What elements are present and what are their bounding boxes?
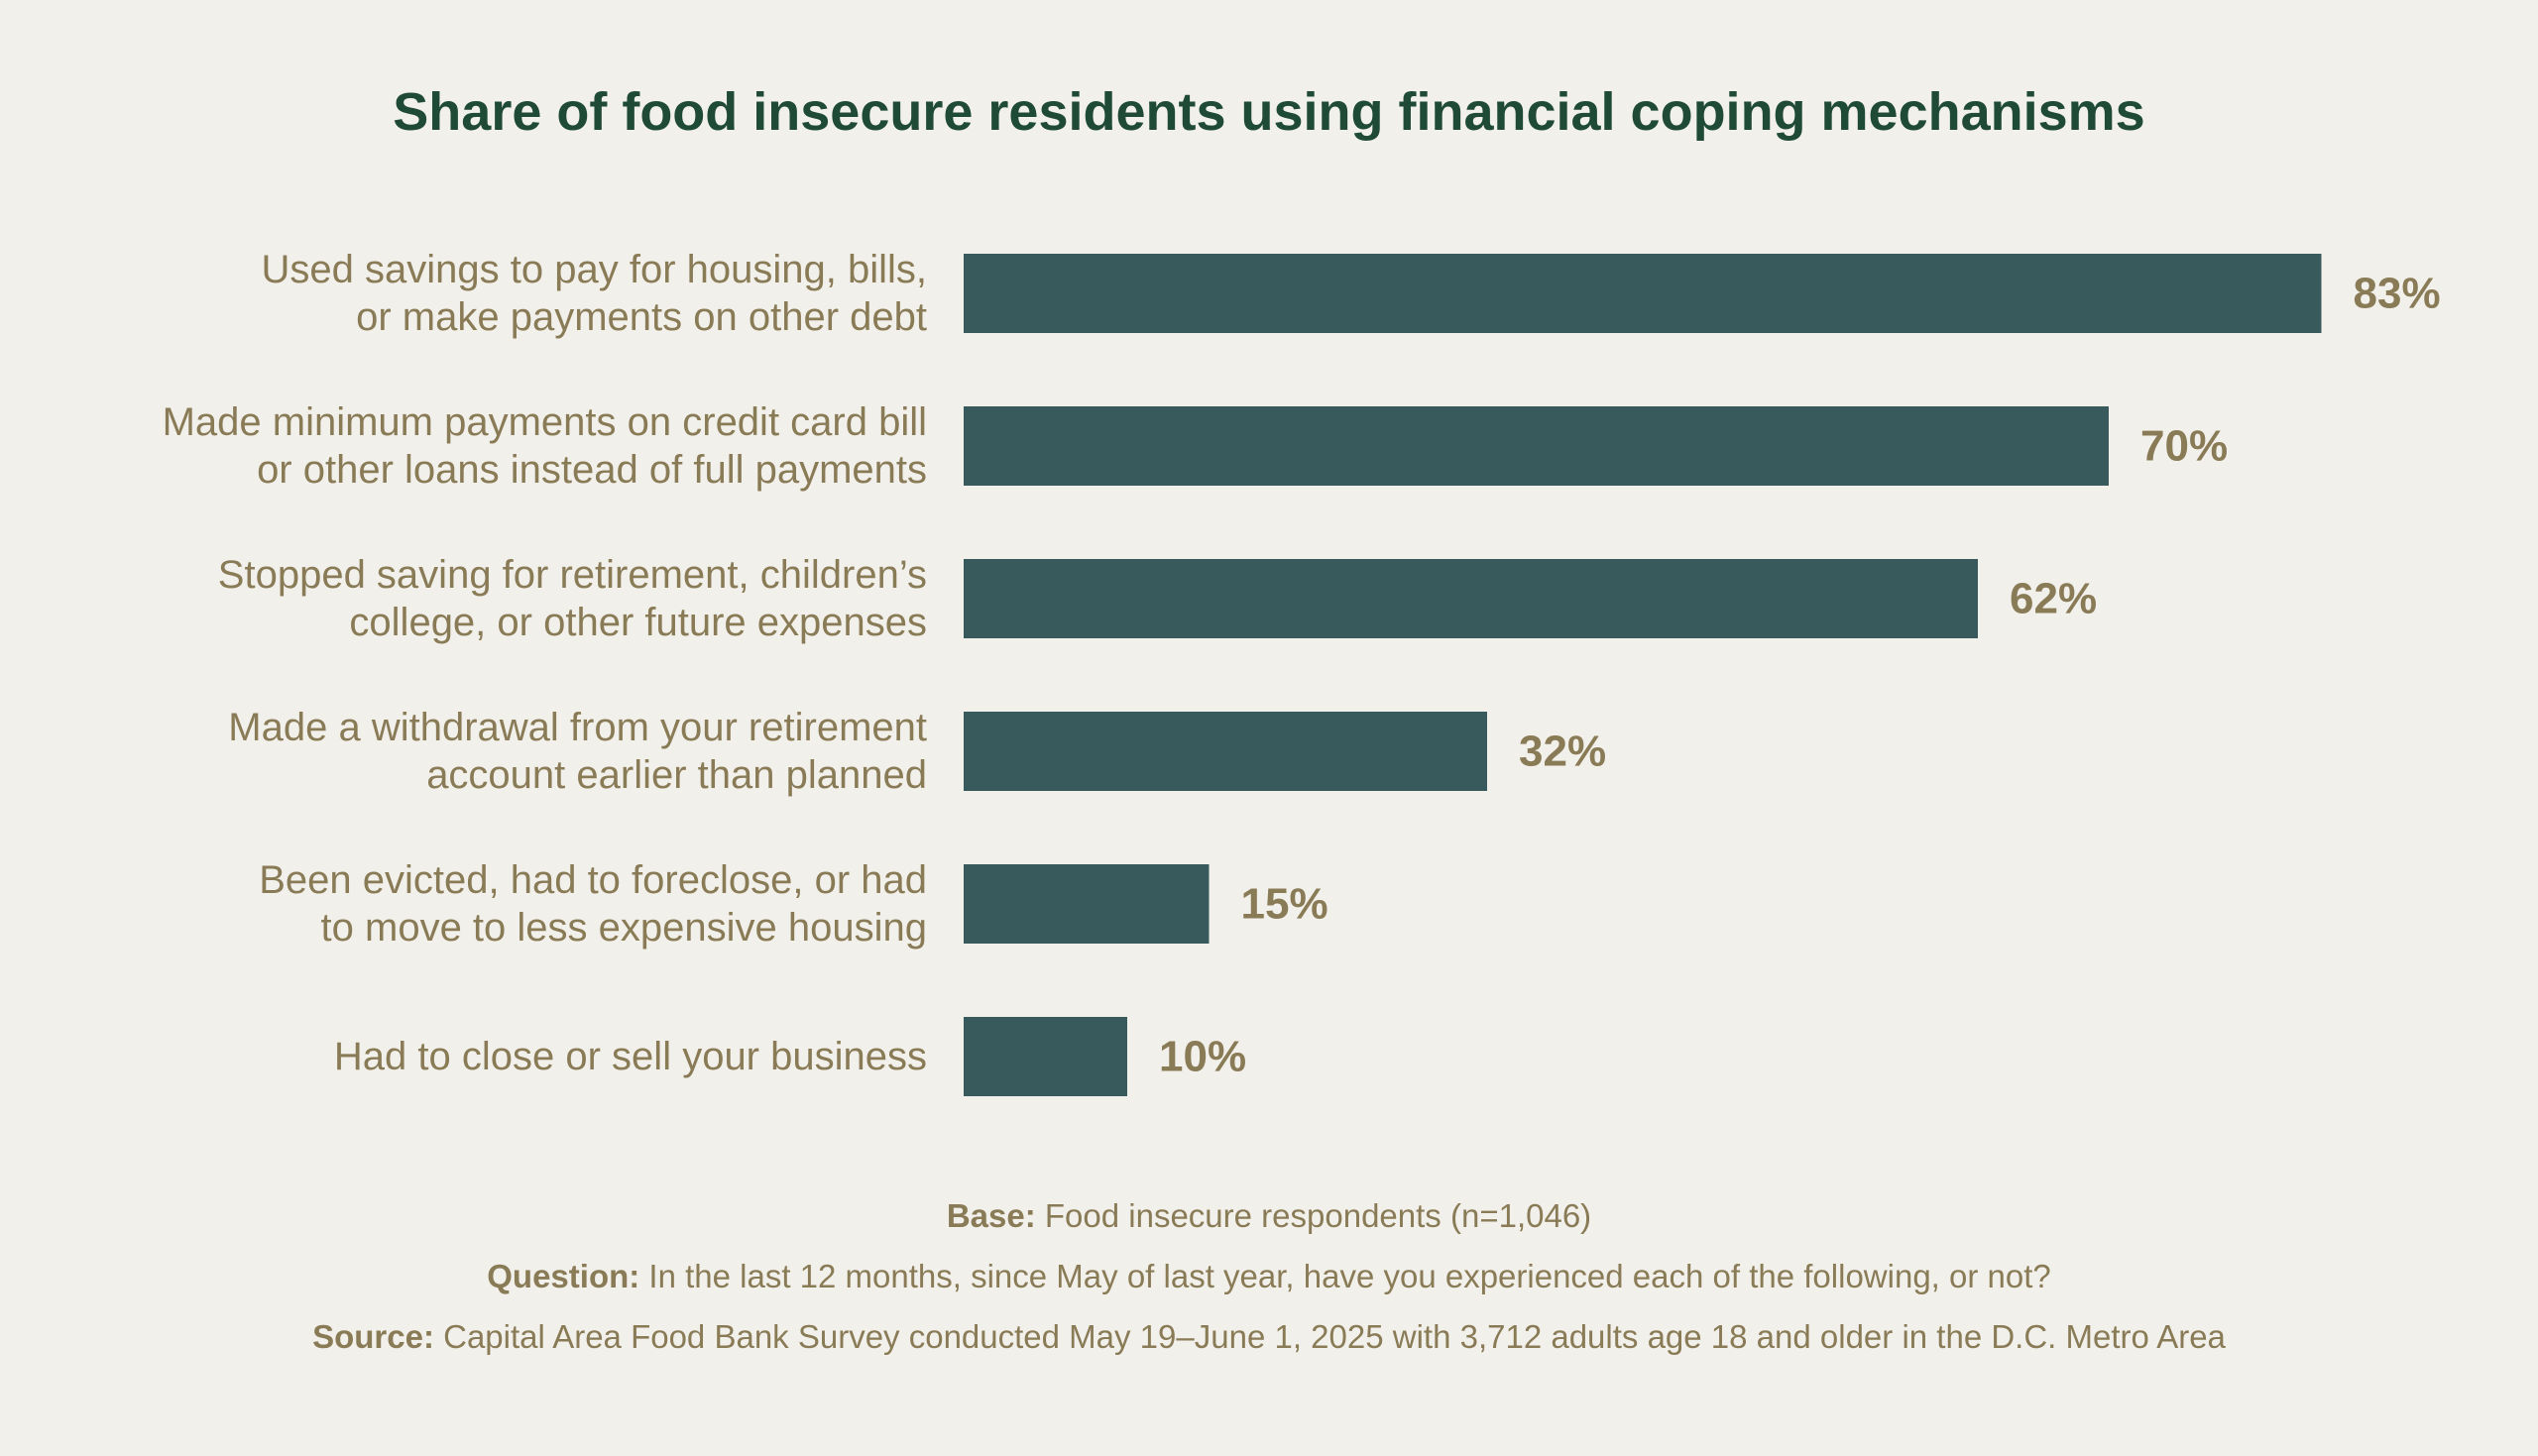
category-labels: Used savings to pay for housing, bills, o…: [163, 248, 927, 1078]
category-label-6: Had to close or sell your business: [334, 1035, 927, 1078]
bar-6: [964, 1017, 1127, 1096]
category-label-line: Had to close or sell your business: [334, 1035, 927, 1078]
value-label-5: 15%: [1241, 880, 1328, 929]
category-label-line: college, or other future expenses: [349, 601, 927, 644]
bar-chart: Used savings to pay for housing, bills, o…: [163, 248, 2441, 1096]
category-label-line: or other loans instead of full payments: [257, 448, 927, 492]
footnote-question-text: In the last 12 months, since May of last…: [639, 1258, 2051, 1294]
footnote-question-label: Question:: [487, 1258, 640, 1294]
category-label-line: Made minimum payments on credit card bil…: [163, 400, 927, 444]
category-label-1: Used savings to pay for housing, bills, o…: [262, 248, 927, 339]
footnote-source-text: Capital Area Food Bank Survey conducted …: [433, 1318, 2226, 1355]
category-label-line: Stopped saving for retirement, children’…: [218, 553, 927, 597]
bar-1: [964, 254, 2322, 333]
value-labels: 83% 70% 62% 32% 15% 10%: [1159, 270, 2441, 1081]
value-label-4: 32%: [1519, 728, 1606, 776]
category-label-line: account earlier than planned: [426, 753, 927, 797]
bars-group: [964, 254, 2322, 1096]
bar-3: [964, 559, 1978, 638]
footnote-source: Source: Capital Area Food Bank Survey co…: [0, 1318, 2538, 1356]
footnote-question: Question: In the last 12 months, since M…: [0, 1258, 2538, 1295]
category-label-2: Made minimum payments on credit card bil…: [163, 400, 927, 492]
value-label-6: 10%: [1159, 1033, 1246, 1081]
footnote-source-label: Source:: [312, 1318, 434, 1355]
footnote-base: Base: Food insecure respondents (n=1,046…: [0, 1197, 2538, 1235]
category-label-line: Used savings to pay for housing, bills,: [262, 248, 927, 291]
bar-2: [964, 406, 2109, 486]
category-label-line: Been evicted, had to foreclose, or had: [259, 858, 927, 902]
value-label-1: 83%: [2354, 270, 2441, 318]
footnote-base-text: Food insecure respondents (n=1,046): [1035, 1197, 1592, 1234]
value-label-2: 70%: [2140, 422, 2228, 471]
value-label-3: 62%: [2010, 575, 2097, 623]
category-label-line: to move to less expensive housing: [321, 906, 927, 950]
category-label-5: Been evicted, had to foreclose, or had to…: [259, 858, 927, 950]
bar-4: [964, 712, 1487, 791]
footnote-base-label: Base:: [946, 1197, 1036, 1234]
category-label-3: Stopped saving for retirement, children’…: [218, 553, 927, 644]
chart-title: Share of food insecure residents using f…: [393, 82, 2145, 142]
category-label-line: Made a withdrawal from your retirement: [228, 706, 927, 749]
category-label-line: or make payments on other debt: [356, 295, 927, 339]
category-label-4: Made a withdrawal from your retirement ac…: [228, 706, 927, 797]
bar-5: [964, 864, 1210, 944]
